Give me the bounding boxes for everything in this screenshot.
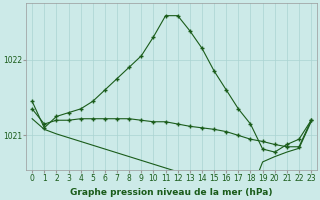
X-axis label: Graphe pression niveau de la mer (hPa): Graphe pression niveau de la mer (hPa) (70, 188, 273, 197)
